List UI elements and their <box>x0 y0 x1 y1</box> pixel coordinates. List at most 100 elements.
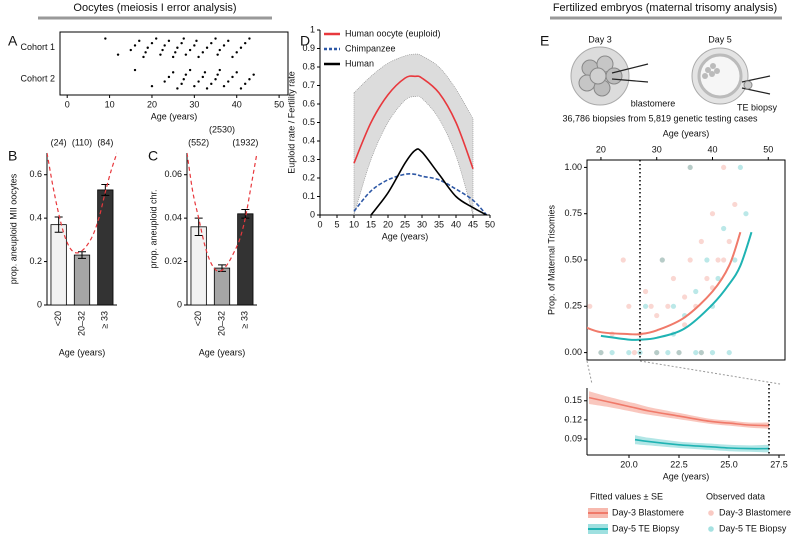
zoom-connector <box>639 360 781 385</box>
x-tick-label: 40 <box>232 99 242 109</box>
x-axis-label: Age (years) <box>382 231 429 241</box>
point <box>732 257 738 263</box>
point <box>197 80 200 83</box>
se-band <box>635 435 769 453</box>
x-tick-label: 50 <box>274 99 284 109</box>
y-tick-label: 0.25 <box>564 301 582 311</box>
x-tick-label: 10 <box>105 99 115 109</box>
point <box>214 78 217 81</box>
y-tick-label: 0.6 <box>302 98 315 108</box>
fit-line <box>600 231 753 341</box>
x-tick-label: 40 <box>451 219 461 229</box>
y-tick-label: 1.00 <box>564 162 582 172</box>
point <box>726 349 732 356</box>
legend-title: Fitted values ± SE <box>590 491 663 501</box>
count-label: (552) <box>188 137 209 147</box>
point <box>161 48 164 52</box>
point <box>231 55 234 59</box>
point <box>670 303 677 309</box>
point <box>642 303 649 309</box>
bar <box>73 254 91 306</box>
point <box>659 257 665 263</box>
error-bar <box>54 216 63 233</box>
plot-frame <box>59 31 289 96</box>
legend-swatch <box>708 510 714 516</box>
fit-curve <box>47 152 117 254</box>
point <box>676 349 682 356</box>
point <box>704 275 710 282</box>
y-tick-label: 1 <box>310 24 315 34</box>
y-tick-label: Cohort 2 <box>20 74 55 84</box>
bar <box>97 189 114 306</box>
line <box>353 75 474 170</box>
point <box>197 55 200 59</box>
point <box>227 80 230 83</box>
point <box>176 46 179 49</box>
point <box>176 87 179 90</box>
point <box>205 87 209 90</box>
x-tick-label: ≥ 33 <box>240 311 250 328</box>
count-label: (1932) <box>232 137 258 147</box>
plot-frame <box>586 159 786 361</box>
point <box>193 84 196 88</box>
point <box>142 55 145 59</box>
point <box>648 303 654 309</box>
point <box>138 39 141 43</box>
y-tick-label: 0.4 <box>302 135 315 145</box>
line <box>588 396 770 427</box>
point <box>654 312 660 319</box>
diagram-label: Day 5 <box>708 34 732 44</box>
point <box>231 75 234 79</box>
point <box>682 294 688 300</box>
y-tick-label: 0 <box>177 299 182 309</box>
x-tick-label: 20 <box>596 144 606 154</box>
y-tick-label: 0.6 <box>29 169 42 179</box>
point <box>721 257 727 263</box>
y-tick-label: 0.06 <box>164 169 182 179</box>
point <box>243 82 247 86</box>
point <box>693 288 699 295</box>
x-tick-label: 30 <box>652 144 662 154</box>
point <box>171 71 175 74</box>
y-tick-label: 0.7 <box>302 80 315 90</box>
point <box>715 275 721 282</box>
y-tick-label: 0.4 <box>29 213 42 223</box>
y-tick-label: 0 <box>37 299 42 309</box>
point <box>252 73 255 76</box>
legend-swatch <box>708 526 714 532</box>
legend-title: Observed data <box>706 491 765 501</box>
point <box>218 68 221 72</box>
y-tick-label: 0.9 <box>302 43 315 53</box>
point <box>243 41 247 45</box>
point <box>184 73 188 76</box>
legend-label: Day-3 Blastomere <box>612 507 684 517</box>
y-tick-label: 0.15 <box>564 395 582 405</box>
y-tick-label: 0 <box>310 209 315 219</box>
point <box>227 39 230 43</box>
x-tick-label: 50 <box>485 219 495 229</box>
point <box>687 164 693 171</box>
x-tick-label: 22.5 <box>670 459 688 469</box>
x-tick-label: 50 <box>763 144 773 154</box>
embryo-diagram: Day 3 Day 5 blastomere TE biopsy 36,786 … <box>562 34 777 123</box>
point <box>163 80 166 83</box>
point <box>732 201 738 208</box>
x-tick-label: ≥ 33 <box>100 311 110 328</box>
point <box>598 349 604 356</box>
x-tick-label: 15 <box>366 219 376 229</box>
fit-line <box>587 231 742 336</box>
point <box>698 238 704 245</box>
bar <box>50 224 67 306</box>
line <box>353 173 488 216</box>
point <box>210 41 213 45</box>
x-tick-label: 30 <box>417 219 427 229</box>
point <box>159 53 162 56</box>
point <box>626 303 632 309</box>
point <box>182 78 185 81</box>
y-tick-label: Cohort 1 <box>20 42 55 52</box>
point <box>709 349 716 356</box>
point <box>248 78 251 81</box>
point <box>133 68 137 72</box>
y-tick-label: 0.04 <box>164 213 182 223</box>
x-tick-label: <20 <box>53 311 63 326</box>
